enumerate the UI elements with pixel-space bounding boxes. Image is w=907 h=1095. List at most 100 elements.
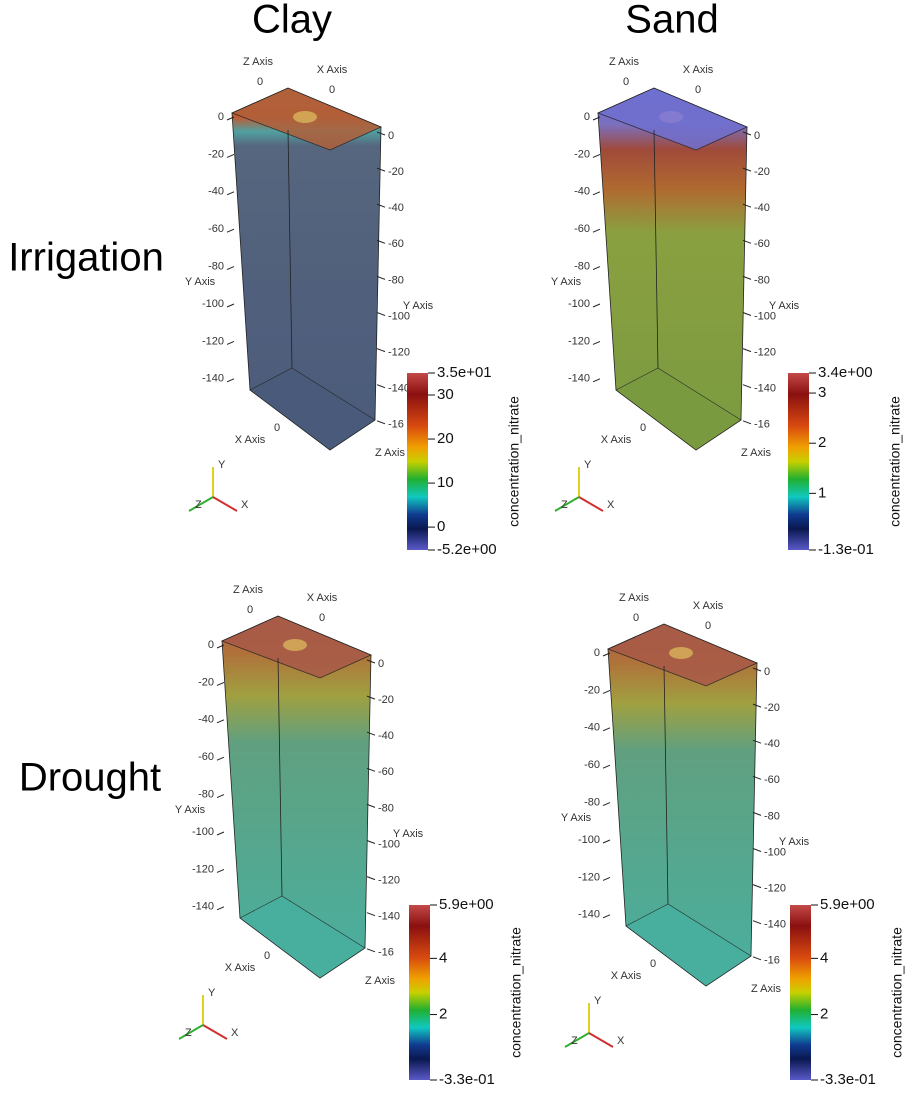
axis-tick-label: -40 xyxy=(584,722,600,734)
axis-tick xyxy=(592,191,601,196)
axis-tick xyxy=(602,914,611,919)
axis-tick-label: -100 xyxy=(378,838,400,850)
axis-tick-label: -60 xyxy=(388,238,404,250)
panel: Z Axis X Axis Y Axis Y Axis X Axis Z Axis 0 0 0 0… xyxy=(551,56,800,512)
axis-tick xyxy=(602,727,611,732)
orient-x xyxy=(588,1032,614,1048)
axis-tick-label: -40 xyxy=(388,202,404,214)
axis-title: X Axis xyxy=(683,64,714,76)
axis-tick-label: -120 xyxy=(378,875,400,887)
colorbar-tick-label: 5.9e+00 xyxy=(820,896,875,913)
axis-tick-label: -20 xyxy=(754,166,770,178)
axis-tick-label: -140 xyxy=(754,383,776,395)
volume-bottom xyxy=(625,903,752,987)
colorbar xyxy=(788,373,809,550)
axis-tick xyxy=(752,703,762,708)
axis-tick-label: -20 xyxy=(574,148,590,160)
axis-tick-label: -60 xyxy=(584,759,600,771)
orient-label: Y xyxy=(208,987,216,999)
axis-tick-label: -100 xyxy=(202,298,224,310)
axis-tick-label: -100 xyxy=(388,310,410,322)
axis-title: X Axis xyxy=(611,970,642,982)
axis-tick-label: -120 xyxy=(754,347,776,359)
axis-tick-label: 0 xyxy=(764,666,770,678)
axis-title: Y Axis xyxy=(175,804,206,816)
panel: Z Axis X Axis Y Axis Y Axis X Axis Z Axis 0 0 0 0… xyxy=(185,56,434,512)
axis-tick xyxy=(366,767,376,772)
axis-tick-label: -80 xyxy=(378,802,394,814)
axis-tick xyxy=(216,831,225,836)
axis-tick-label: -60 xyxy=(378,766,394,778)
hotspot xyxy=(293,111,317,123)
axis-tick-label: 0 xyxy=(650,958,656,970)
axis-tick xyxy=(742,384,752,389)
orient-z xyxy=(178,1024,204,1040)
colorbar-title: concentration_nitrate xyxy=(887,396,903,527)
axis-tick-label: -16 xyxy=(764,955,780,967)
colorbar-tick-label: 20 xyxy=(437,430,454,447)
colorbar-tick-label: 10 xyxy=(437,474,454,491)
axis-tick xyxy=(592,266,601,271)
axis-tick-label: 0 xyxy=(623,76,629,88)
axis-title: X Axis xyxy=(601,434,632,446)
colorbar-title: concentration_nitrate xyxy=(889,927,905,1058)
axis-title: Z Axis xyxy=(233,584,263,596)
axis-title: Z Axis xyxy=(375,447,405,459)
column-title: Sand xyxy=(625,0,718,42)
axis-tick-label: -140 xyxy=(202,373,224,385)
colorbar-tick-label: 5.9e+00 xyxy=(439,896,494,913)
orient-label: Y xyxy=(218,459,226,471)
axis-tick-label: -120 xyxy=(388,347,410,359)
axis-tick xyxy=(752,739,762,744)
orient-label: Y xyxy=(594,995,602,1007)
axis-tick xyxy=(742,275,752,280)
colorbar xyxy=(407,373,428,550)
axis-tick xyxy=(602,802,611,807)
axis-tick xyxy=(366,876,376,881)
axis-tick-label: 0 xyxy=(640,422,646,434)
axis-tick-label: 0 xyxy=(378,658,384,670)
colorbar-tick-label: 2 xyxy=(439,1006,447,1023)
axis-tick-label: -40 xyxy=(764,738,780,750)
axis-tick xyxy=(366,948,376,953)
axis-tick xyxy=(226,303,235,308)
axis-tick-label: -120 xyxy=(568,335,590,347)
axis-tick-label: -40 xyxy=(378,730,394,742)
colorbar-tick-label: 3 xyxy=(818,384,826,401)
axis-tick-label: -16 xyxy=(388,419,404,431)
axis-tick-label: 0 xyxy=(274,422,280,434)
axis-tick xyxy=(226,191,235,196)
axis-tick xyxy=(216,644,225,649)
axis-tick xyxy=(592,378,601,383)
box-edge xyxy=(277,657,283,897)
colorbar-tick-label: 1 xyxy=(818,484,826,501)
column-title: Clay xyxy=(252,0,332,42)
axis-tick-label: -80 xyxy=(764,810,780,822)
axis-tick xyxy=(592,228,601,233)
axis-tick xyxy=(742,420,752,425)
axis-tick xyxy=(752,956,762,961)
box-edge xyxy=(653,129,659,369)
axis-tick-label: -40 xyxy=(754,202,770,214)
axis-tick-label: 0 xyxy=(633,612,639,624)
axis-title: Z Axis xyxy=(751,983,781,995)
axis-tick xyxy=(376,348,386,353)
axis-tick-label: -60 xyxy=(574,223,590,235)
axis-title: Z Axis xyxy=(619,592,649,604)
panel: Z Axis X Axis Y Axis Y Axis X Axis Z Axis 0 0 0 0… xyxy=(175,584,424,1040)
axis-tick-label: -40 xyxy=(208,186,224,198)
axis-tick-label: -140 xyxy=(578,909,600,921)
colorbar-tick-label: 3.4e+00 xyxy=(818,364,873,381)
axis-tick-label: 0 xyxy=(584,111,590,123)
axis-title: Y Axis xyxy=(185,276,216,288)
axis-tick-label: -120 xyxy=(192,863,214,875)
colorbar-title: concentration_nitrate xyxy=(506,396,522,527)
orient-z xyxy=(554,496,580,512)
axis-tick xyxy=(592,303,601,308)
axis-tick-label: 0 xyxy=(705,620,711,632)
axis-tick-label: -140 xyxy=(568,373,590,385)
volume-bottom xyxy=(239,895,366,979)
axis-tick xyxy=(376,131,386,136)
axis-tick-label: -100 xyxy=(568,298,590,310)
